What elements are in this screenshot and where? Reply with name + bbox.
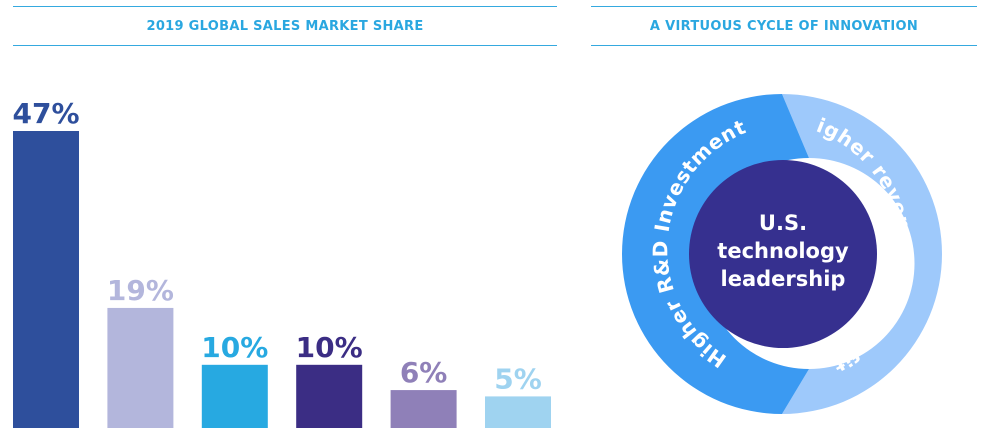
bar-4: [296, 364, 363, 428]
ring-segment-rnd: [622, 94, 809, 414]
bar-label-2: 19%: [107, 274, 174, 307]
bar-label-6: 5%: [494, 362, 542, 395]
bar-2: [107, 307, 174, 428]
center-circle: [689, 160, 877, 348]
cycle-title: A VIRTUOUS CYCLE OF INNOVATION: [649, 18, 919, 34]
center-line-2: technology: [717, 239, 849, 263]
cycle-header: A VIRTUOUS CYCLE OF INNOVATION: [591, 6, 977, 46]
bar-label-3: 10%: [201, 331, 268, 364]
chart-title: 2019 GLOBAL SALES MARKET SHARE: [146, 18, 424, 34]
bar-1: [13, 131, 79, 428]
center-line-3: leadership: [721, 267, 846, 291]
ring-segment-revenue: [782, 94, 942, 414]
bar-label-4: 10%: [296, 331, 363, 364]
center-line-1: U.S.: [759, 211, 807, 235]
bar-label-5: 6%: [400, 356, 448, 389]
innovation-cycle-diagram: Higher R&D Investment Higher revenue and…: [600, 72, 942, 414]
bar-6: [485, 396, 551, 428]
market-share-bar-chart: 47% 19% 10% 10% 6% 5%: [12, 97, 551, 428]
bar-3: [201, 364, 268, 428]
bar-5: [390, 390, 457, 428]
bar-label-1: 47%: [12, 97, 79, 130]
chart-header: 2019 GLOBAL SALES MARKET SHARE: [13, 6, 557, 46]
